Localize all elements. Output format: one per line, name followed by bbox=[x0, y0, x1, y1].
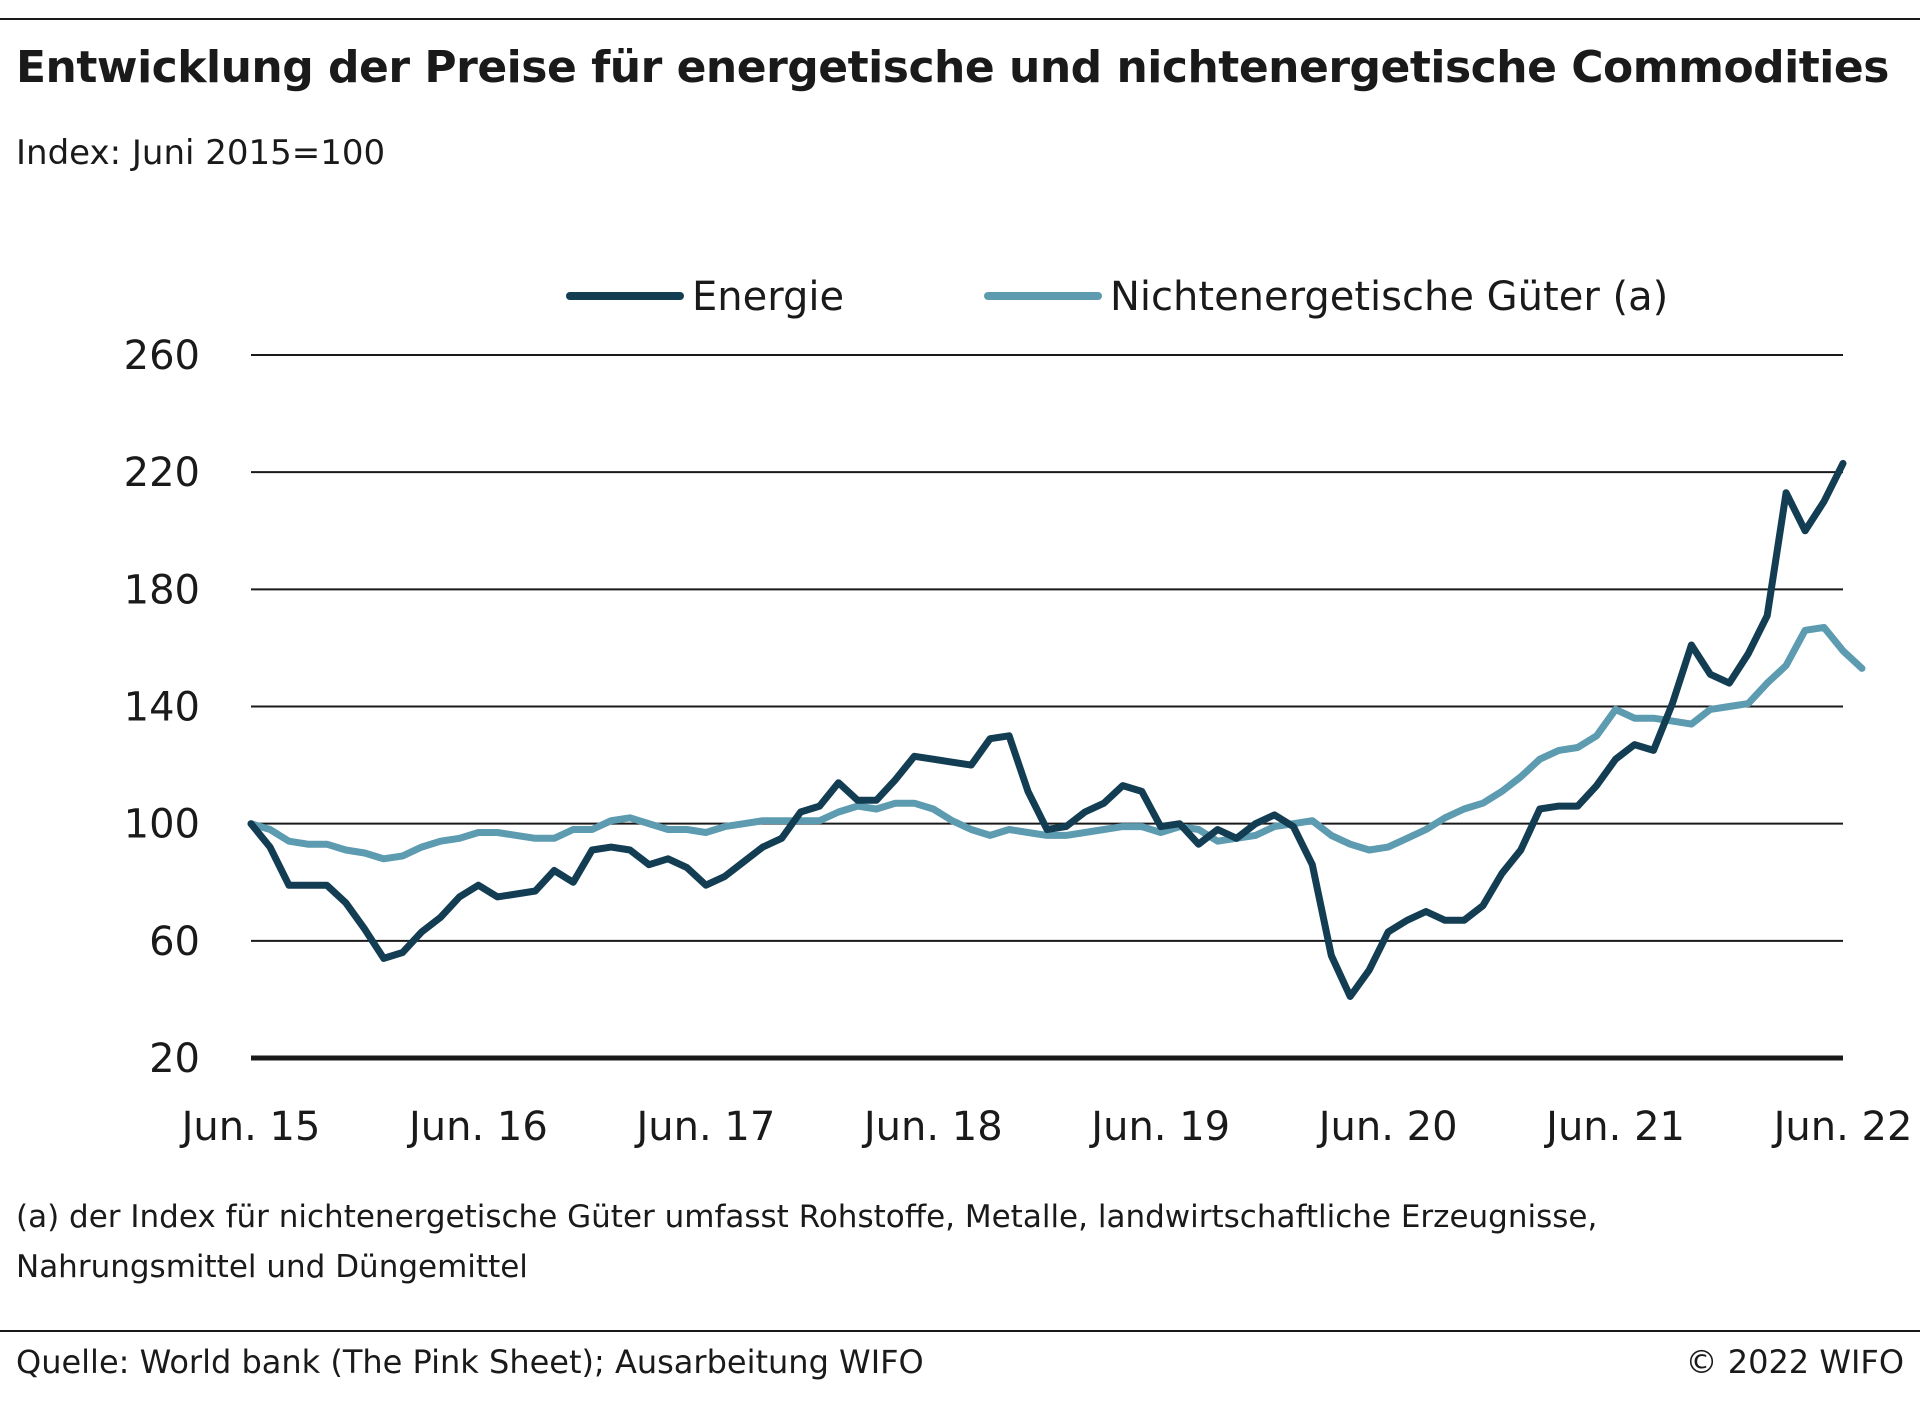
x-tick-label: Jun. 22 bbox=[1771, 1104, 1913, 1150]
copyright: © 2022 WIFO bbox=[1685, 1343, 1904, 1381]
legend: Energie Nichtenergetische Güter (a) bbox=[566, 274, 1668, 320]
legend-label: Energie bbox=[692, 274, 844, 320]
x-axis-ticks: Jun. 15 Jun. 16 Jun. 17 Jun. 18 Jun. 19 Jun. … bbox=[179, 1104, 1913, 1150]
x-tick-label: Jun. 16 bbox=[406, 1104, 548, 1150]
series-lines bbox=[247, 459, 1866, 1000]
y-tick-label: 60 bbox=[149, 919, 200, 965]
series-line-nichtenergetisch bbox=[247, 623, 1866, 863]
y-tick-label: 140 bbox=[124, 685, 200, 731]
legend-label: Nichtenergetische Güter (a) bbox=[1110, 274, 1668, 320]
chart-title: Entwicklung der Preise für energetische … bbox=[16, 42, 1889, 93]
footnote-line-2: Nahrungsmittel und Düngemittel bbox=[16, 1249, 528, 1285]
series-line-energie bbox=[247, 459, 1847, 1000]
bottom-rule bbox=[0, 1330, 1920, 1332]
x-tick-label: Jun. 21 bbox=[1543, 1104, 1685, 1150]
footnote-line-1: (a) der Index für nichtenergetische Güte… bbox=[16, 1199, 1598, 1235]
y-tick-label: 180 bbox=[124, 567, 200, 613]
x-tick-label: Jun. 18 bbox=[861, 1104, 1003, 1150]
x-tick-label: Jun. 20 bbox=[1316, 1104, 1458, 1150]
y-tick-label: 260 bbox=[124, 333, 200, 379]
y-tick-label: 100 bbox=[124, 802, 200, 848]
chart-subtitle: Index: Juni 2015=100 bbox=[16, 133, 386, 173]
gridlines bbox=[251, 354, 1843, 1061]
y-axis-ticks: 20 60 100 140 180 220 260 bbox=[124, 333, 200, 1082]
y-tick-label: 220 bbox=[124, 450, 200, 496]
y-tick-label: 20 bbox=[149, 1036, 200, 1082]
footnote: (a) der Index für nichtenergetische Güte… bbox=[16, 1192, 1896, 1292]
top-rule bbox=[0, 18, 1920, 20]
source-note: Quelle: World bank (The Pink Sheet); Aus… bbox=[16, 1343, 924, 1381]
x-tick-label: Jun. 17 bbox=[633, 1104, 775, 1150]
x-tick-label: Jun. 15 bbox=[179, 1104, 321, 1150]
x-tick-label: Jun. 19 bbox=[1088, 1104, 1230, 1150]
